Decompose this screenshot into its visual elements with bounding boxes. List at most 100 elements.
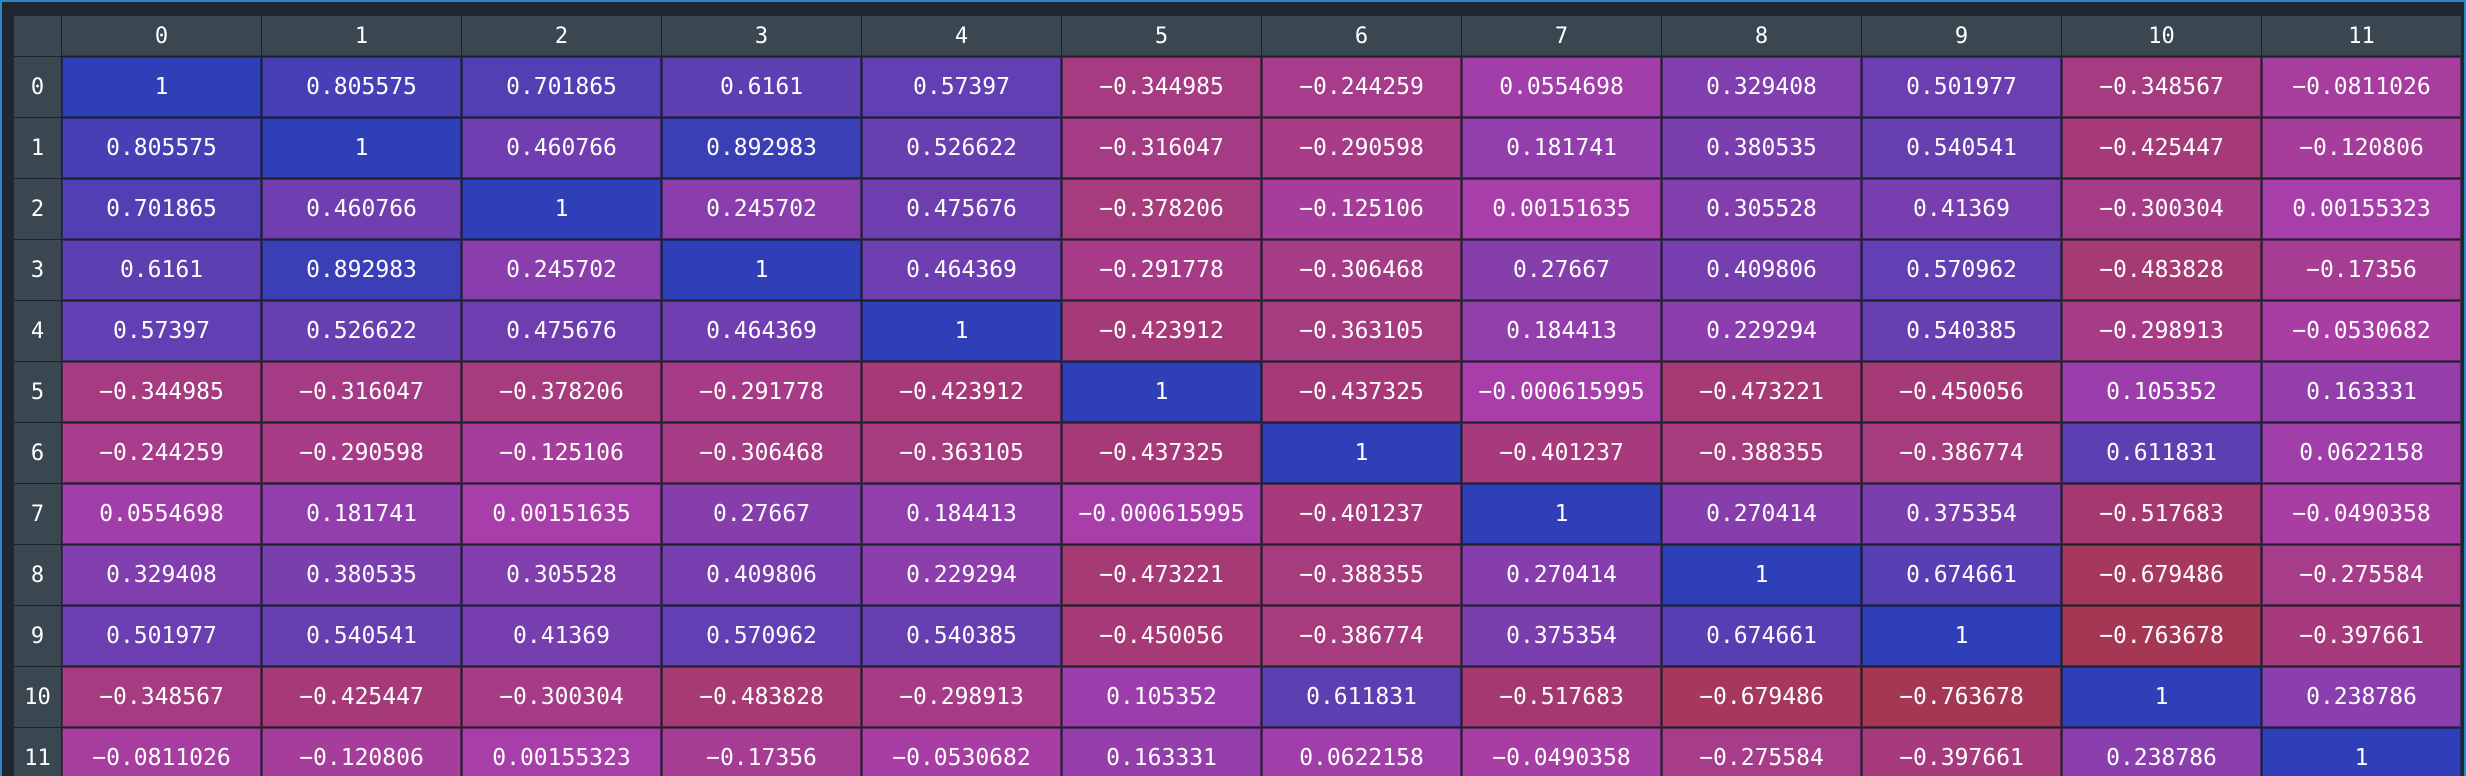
heatmap-cell[interactable]: −0.344985 [1062, 57, 1261, 117]
heatmap-cell[interactable]: −0.763678 [1862, 667, 2061, 727]
heatmap-cell[interactable]: −0.397661 [1862, 728, 2061, 776]
heatmap-cell[interactable]: −0.679486 [1662, 667, 1861, 727]
heatmap-cell[interactable]: −0.291778 [1062, 240, 1261, 300]
heatmap-cell[interactable]: −0.401237 [1462, 423, 1661, 483]
heatmap-cell[interactable]: −0.473221 [1662, 362, 1861, 422]
heatmap-cell[interactable]: 0.701865 [62, 179, 261, 239]
heatmap-cell[interactable]: 0.245702 [662, 179, 861, 239]
column-header[interactable]: 5 [1062, 16, 1261, 56]
heatmap-cell[interactable]: 0.0622158 [2262, 423, 2461, 483]
heatmap-cell[interactable]: −0.763678 [2062, 606, 2261, 666]
heatmap-cell[interactable]: 0.464369 [862, 240, 1061, 300]
heatmap-cell[interactable]: −0.0811026 [62, 728, 261, 776]
heatmap-cell[interactable]: 0.163331 [1062, 728, 1261, 776]
heatmap-cell[interactable]: −0.298913 [2062, 301, 2261, 361]
heatmap-cell[interactable]: −0.437325 [1262, 362, 1461, 422]
heatmap-cell[interactable]: −0.348567 [2062, 57, 2261, 117]
heatmap-cell[interactable]: 0.238786 [2262, 667, 2461, 727]
heatmap-cell[interactable]: 0.464369 [662, 301, 861, 361]
heatmap-cell[interactable]: 0.181741 [1462, 118, 1661, 178]
heatmap-cell[interactable]: −0.316047 [1062, 118, 1261, 178]
heatmap-cell[interactable]: 0.611831 [1262, 667, 1461, 727]
heatmap-cell[interactable]: −0.363105 [1262, 301, 1461, 361]
heatmap-cell[interactable]: −0.450056 [1862, 362, 2061, 422]
heatmap-cell[interactable]: −0.397661 [2262, 606, 2461, 666]
heatmap-cell[interactable]: 0.892983 [662, 118, 861, 178]
heatmap-cell[interactable]: 0.526622 [262, 301, 461, 361]
heatmap-cell[interactable]: 1 [1062, 362, 1261, 422]
column-header[interactable]: 7 [1462, 16, 1661, 56]
heatmap-cell[interactable]: 0.184413 [862, 484, 1061, 544]
heatmap-cell[interactable]: −0.386774 [1262, 606, 1461, 666]
column-header[interactable]: 3 [662, 16, 861, 56]
heatmap-cell[interactable]: −0.125106 [462, 423, 661, 483]
heatmap-cell[interactable]: −0.275584 [1662, 728, 1861, 776]
heatmap-cell[interactable]: 1 [662, 240, 861, 300]
heatmap-cell[interactable]: −0.425447 [262, 667, 461, 727]
heatmap-cell[interactable]: −0.0530682 [862, 728, 1061, 776]
heatmap-cell[interactable]: −0.0490358 [2262, 484, 2461, 544]
heatmap-cell[interactable]: 0.475676 [862, 179, 1061, 239]
row-header[interactable]: 4 [14, 301, 61, 361]
heatmap-cell[interactable]: −0.000615995 [1462, 362, 1661, 422]
column-header[interactable]: 2 [462, 16, 661, 56]
heatmap-cell[interactable]: −0.306468 [1262, 240, 1461, 300]
heatmap-cell[interactable]: −0.298913 [862, 667, 1061, 727]
heatmap-cell[interactable]: 0.57397 [862, 57, 1061, 117]
heatmap-cell[interactable]: 0.501977 [62, 606, 261, 666]
heatmap-cell[interactable]: 0.570962 [662, 606, 861, 666]
heatmap-cell[interactable]: −0.423912 [862, 362, 1061, 422]
heatmap-cell[interactable]: 0.0554698 [62, 484, 261, 544]
heatmap-cell[interactable]: 0.892983 [262, 240, 461, 300]
heatmap-cell[interactable]: 0.184413 [1462, 301, 1661, 361]
heatmap-cell[interactable]: 0.305528 [1662, 179, 1861, 239]
heatmap-cell[interactable]: 0.229294 [862, 545, 1061, 605]
row-header[interactable]: 5 [14, 362, 61, 422]
heatmap-cell[interactable]: −0.0490358 [1462, 728, 1661, 776]
heatmap-cell[interactable]: −0.517683 [1462, 667, 1661, 727]
heatmap-cell[interactable]: −0.378206 [1062, 179, 1261, 239]
row-header[interactable]: 8 [14, 545, 61, 605]
heatmap-cell[interactable]: −0.344985 [62, 362, 261, 422]
heatmap-cell[interactable]: 0.380535 [1662, 118, 1861, 178]
row-header[interactable]: 11 [14, 728, 61, 776]
heatmap-cell[interactable]: 0.270414 [1462, 545, 1661, 605]
heatmap-cell[interactable]: 1 [62, 57, 261, 117]
heatmap-cell[interactable]: 0.181741 [262, 484, 461, 544]
heatmap-cell[interactable]: −0.401237 [1262, 484, 1461, 544]
heatmap-cell[interactable]: −0.348567 [62, 667, 261, 727]
heatmap-cell[interactable]: 0.41369 [462, 606, 661, 666]
column-header[interactable]: 9 [1862, 16, 2061, 56]
heatmap-cell[interactable]: 0.270414 [1662, 484, 1861, 544]
heatmap-cell[interactable]: −0.450056 [1062, 606, 1261, 666]
heatmap-cell[interactable]: 0.229294 [1662, 301, 1861, 361]
heatmap-cell[interactable]: 0.105352 [2062, 362, 2261, 422]
heatmap-cell[interactable]: −0.290598 [262, 423, 461, 483]
column-header[interactable]: 4 [862, 16, 1061, 56]
column-header[interactable]: 0 [62, 16, 261, 56]
heatmap-cell[interactable]: 0.805575 [62, 118, 261, 178]
heatmap-cell[interactable]: 1 [462, 179, 661, 239]
heatmap-cell[interactable]: 1 [1262, 423, 1461, 483]
heatmap-cell[interactable]: −0.0811026 [2262, 57, 2461, 117]
row-header[interactable]: 3 [14, 240, 61, 300]
heatmap-cell[interactable]: 0.460766 [462, 118, 661, 178]
heatmap-cell[interactable]: −0.300304 [2062, 179, 2261, 239]
column-header[interactable]: 11 [2262, 16, 2461, 56]
heatmap-cell[interactable]: 0.329408 [62, 545, 261, 605]
heatmap-cell[interactable]: 0.701865 [462, 57, 661, 117]
heatmap-cell[interactable]: 0.375354 [1462, 606, 1661, 666]
heatmap-cell[interactable]: −0.17356 [662, 728, 861, 776]
heatmap-cell[interactable]: −0.425447 [2062, 118, 2261, 178]
heatmap-cell[interactable]: 0.00155323 [462, 728, 661, 776]
heatmap-cell[interactable]: −0.125106 [1262, 179, 1461, 239]
heatmap-cell[interactable]: 0.105352 [1062, 667, 1261, 727]
heatmap-cell[interactable]: 0.475676 [462, 301, 661, 361]
heatmap-cell[interactable]: −0.306468 [662, 423, 861, 483]
heatmap-cell[interactable]: 0.540385 [1862, 301, 2061, 361]
heatmap-cell[interactable]: 0.540541 [1862, 118, 2061, 178]
heatmap-cell[interactable]: −0.363105 [862, 423, 1061, 483]
heatmap-cell[interactable]: −0.388355 [1662, 423, 1861, 483]
heatmap-cell[interactable]: 0.6161 [62, 240, 261, 300]
heatmap-cell[interactable]: 0.570962 [1862, 240, 2061, 300]
